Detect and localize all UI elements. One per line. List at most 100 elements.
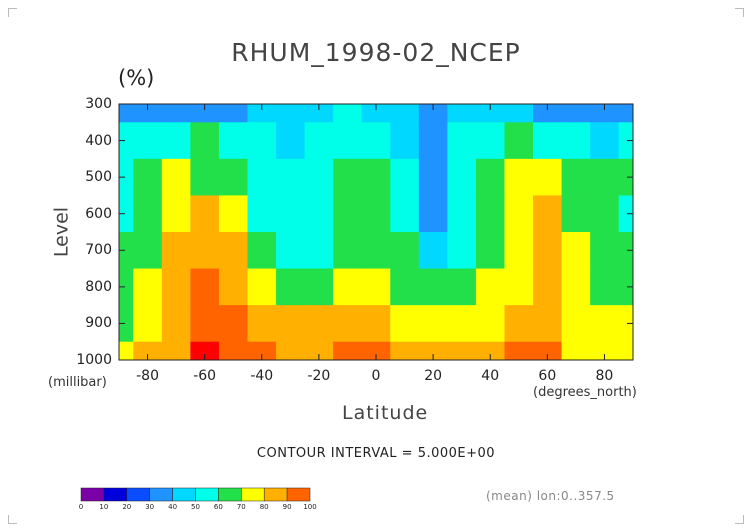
heatmap-cell bbox=[247, 195, 277, 233]
heatmap-cell bbox=[504, 232, 534, 270]
heatmap-cell bbox=[133, 232, 163, 270]
heatmap-cell bbox=[218, 268, 248, 306]
heatmap-cell bbox=[390, 268, 420, 306]
heatmap-cell bbox=[190, 122, 220, 160]
heatmap-cell bbox=[447, 195, 477, 233]
heatmap-cell bbox=[247, 341, 277, 361]
heatmap-cell bbox=[590, 158, 620, 196]
heatmap-cell bbox=[304, 305, 334, 343]
heatmap-cell bbox=[119, 341, 134, 361]
heatmap-cell bbox=[533, 268, 563, 306]
colorbar-tick-label: 70 bbox=[236, 503, 246, 511]
heatmap-cell bbox=[161, 341, 191, 361]
heatmap-cell bbox=[333, 341, 363, 361]
axis-ticks bbox=[119, 103, 633, 361]
page-corner-bottom-left bbox=[8, 515, 17, 524]
heatmap-cell bbox=[418, 104, 448, 123]
heatmap-cell bbox=[133, 195, 163, 233]
colorbar-swatch bbox=[263, 487, 288, 502]
heatmap-cell bbox=[218, 305, 248, 343]
heatmap-cell bbox=[333, 268, 363, 306]
y-tick-label: 300 bbox=[85, 96, 112, 112]
heatmap-cell bbox=[618, 305, 634, 343]
y-tick-label: 600 bbox=[85, 205, 112, 222]
colorbar-swatch bbox=[286, 487, 311, 502]
heatmap-cell bbox=[561, 305, 591, 343]
heatmap-cell bbox=[533, 158, 563, 196]
heatmap-cell bbox=[119, 305, 134, 343]
heatmap-cell bbox=[447, 341, 477, 361]
heatmap-cell bbox=[190, 195, 220, 233]
heatmap-cell bbox=[218, 122, 248, 160]
footer-note: (mean) lon:0..357.5 bbox=[486, 489, 615, 503]
colorbar-tick-label: 90 bbox=[282, 503, 292, 511]
page-corner-top-left bbox=[8, 8, 17, 17]
heatmap-cell bbox=[304, 158, 334, 196]
heatmap-cell bbox=[247, 268, 277, 306]
x-tick-label: -80 bbox=[136, 368, 159, 384]
heatmap-cell bbox=[533, 104, 563, 123]
heatmap-cell bbox=[190, 232, 220, 270]
heatmap-cell bbox=[247, 122, 277, 160]
heatmap-cell bbox=[361, 341, 391, 361]
colorbar-swatch bbox=[149, 487, 173, 502]
heatmap-cell bbox=[276, 195, 306, 233]
heatmap-cell bbox=[390, 158, 420, 196]
heatmap-cell bbox=[333, 305, 363, 343]
heatmap-cell bbox=[561, 268, 591, 306]
heatmap-cell bbox=[418, 158, 448, 196]
heatmap-cell bbox=[119, 158, 134, 196]
heatmap-cell bbox=[361, 158, 391, 196]
heatmap-cell bbox=[276, 104, 306, 123]
heatmap-cell bbox=[590, 268, 620, 306]
heatmap-cell bbox=[133, 158, 163, 196]
heatmap-cell bbox=[276, 232, 306, 270]
heatmap-cell bbox=[418, 195, 448, 233]
colorbar-tick-label: 30 bbox=[145, 503, 155, 511]
heatmap-cell bbox=[533, 122, 563, 160]
heatmap-cell bbox=[618, 195, 634, 233]
heatmap-cell bbox=[390, 341, 420, 361]
y-axis-unit: (millibar) bbox=[48, 375, 107, 390]
colorbar-tick-label: 0 bbox=[78, 503, 84, 511]
heatmap-cell bbox=[447, 104, 477, 123]
heatmap-cell bbox=[590, 195, 620, 233]
heatmap-cell bbox=[133, 104, 163, 123]
heatmap-cell bbox=[304, 341, 334, 361]
colorbar-swatch bbox=[103, 487, 128, 502]
heatmap-cell bbox=[218, 195, 248, 233]
heatmap-cell bbox=[475, 195, 505, 233]
heatmap-cell bbox=[161, 158, 191, 196]
heatmap-cell bbox=[447, 122, 477, 160]
heatmap-cell bbox=[618, 122, 634, 160]
heatmap-cell bbox=[247, 305, 277, 343]
heatmap-cell bbox=[190, 158, 220, 196]
heatmap-cell bbox=[447, 158, 477, 196]
heatmap-cell bbox=[361, 195, 391, 233]
colorbar-tick-label: 50 bbox=[191, 503, 200, 511]
heatmap-cell bbox=[361, 122, 391, 160]
heatmap-cell bbox=[218, 232, 248, 270]
unit-label: (%) bbox=[118, 66, 155, 90]
heatmap-cell bbox=[190, 268, 220, 306]
heatmap-cell bbox=[361, 268, 391, 306]
page-corner-bottom-right bbox=[735, 515, 744, 524]
y-tick-label: 800 bbox=[85, 278, 112, 295]
heatmap-cell bbox=[333, 158, 363, 196]
heatmap-cell bbox=[276, 122, 306, 160]
heatmap-cell bbox=[119, 195, 134, 233]
heatmap-cell bbox=[447, 268, 477, 306]
heatmap-cell bbox=[418, 232, 448, 270]
heatmap-cell bbox=[561, 104, 591, 123]
y-tick-label: 700 bbox=[85, 242, 112, 259]
heatmap-cell bbox=[504, 268, 534, 306]
heatmap-cell bbox=[447, 232, 477, 270]
colorbar-tick-label: 20 bbox=[122, 503, 132, 511]
heatmap-cell bbox=[161, 104, 191, 123]
x-tick-label: 40 bbox=[481, 368, 500, 384]
heatmap-cell bbox=[533, 232, 563, 270]
heatmap-cell bbox=[304, 268, 334, 306]
heatmap-cell bbox=[390, 195, 420, 233]
heatmap-cell bbox=[304, 122, 334, 160]
heatmap-cell bbox=[447, 305, 477, 343]
